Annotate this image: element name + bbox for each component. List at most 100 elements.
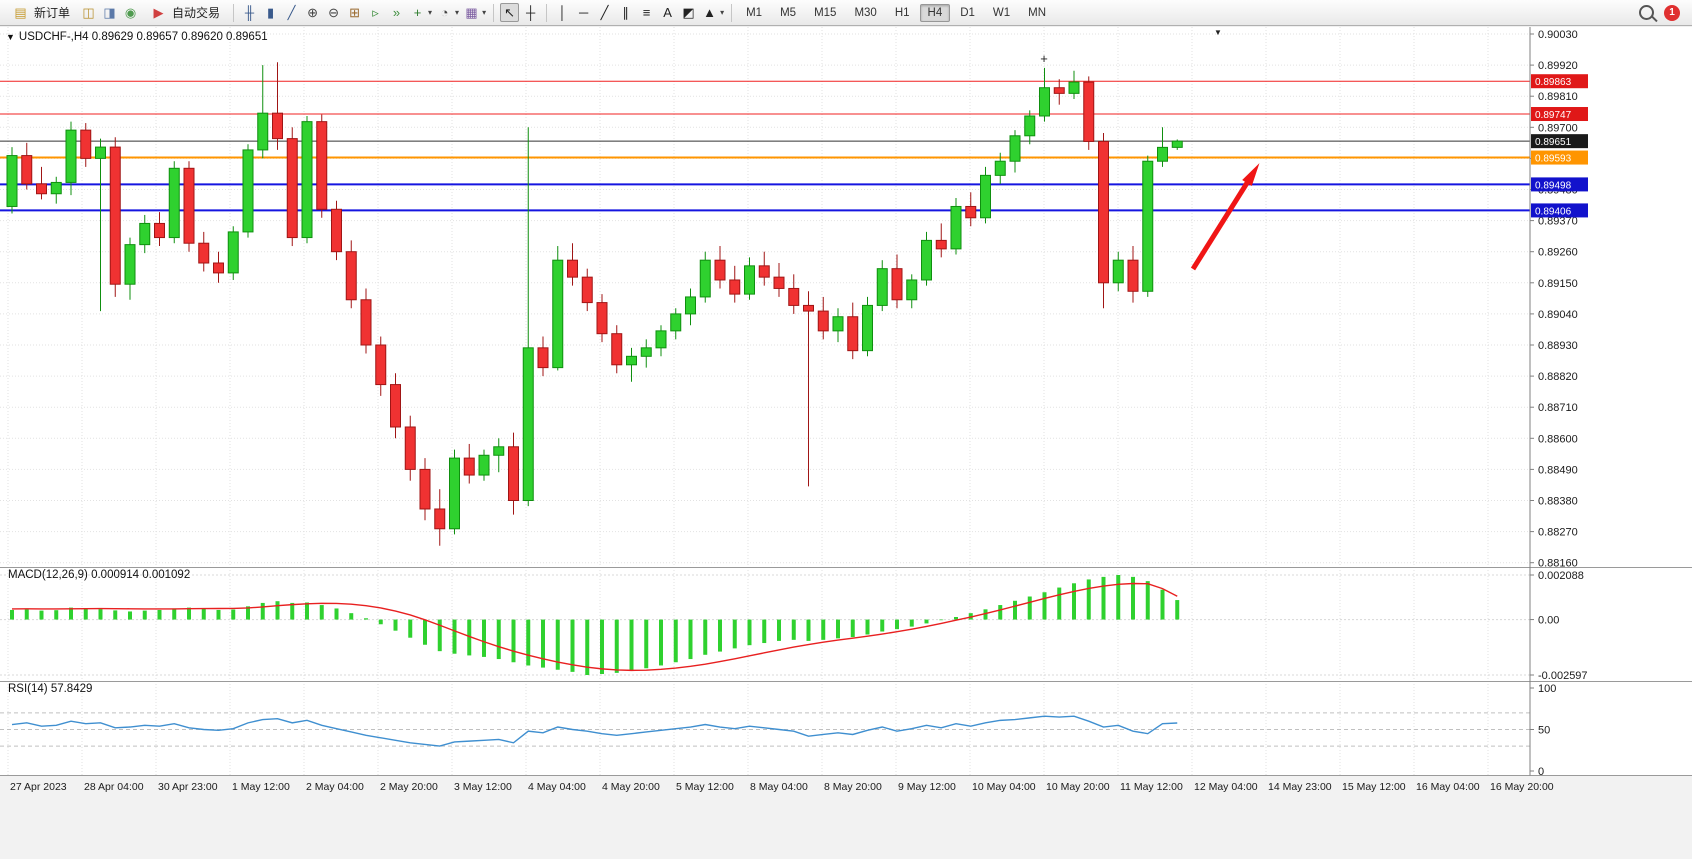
market-watch-icon[interactable]: ◨ [103, 5, 116, 20]
svg-text:0.89863: 0.89863 [1535, 77, 1572, 88]
svg-text:0.88820: 0.88820 [1538, 371, 1578, 383]
zoom-group: ⊕ ⊖ [303, 3, 343, 22]
svg-text:0: 0 [1538, 766, 1544, 778]
autotrade-label: 自动交易 [172, 6, 221, 20]
shapes-icon[interactable]: ▲ [703, 5, 717, 20]
svg-text:0.88600: 0.88600 [1538, 433, 1578, 445]
svg-text:0.88710: 0.88710 [1538, 402, 1578, 414]
svg-text:0.89498: 0.89498 [1535, 180, 1572, 191]
svg-text:11 May 12:00: 11 May 12:00 [1120, 781, 1183, 793]
toolbar-separator [546, 3, 548, 22]
svg-text:0.89810: 0.89810 [1538, 91, 1578, 103]
zoom-out-icon[interactable]: ⊖ [328, 5, 339, 20]
timeframe-button-m5[interactable]: M5 [780, 6, 797, 19]
svg-text:0.00: 0.00 [1538, 615, 1559, 627]
svg-text:16 May 04:00: 16 May 04:00 [1416, 781, 1480, 793]
svg-text:1 May 12:00: 1 May 12:00 [232, 781, 290, 793]
chart-title-text: USDCHF-,H4 0.89629 0.89657 0.89620 0.896… [18, 31, 268, 43]
svg-text:0.88380: 0.88380 [1538, 496, 1578, 508]
autotrade-button[interactable]: ▶ 自动交易 [142, 0, 227, 25]
svg-text:0.88490: 0.88490 [1538, 464, 1578, 476]
svg-text:0.89651: 0.89651 [1535, 137, 1572, 148]
symbol-dropdown-icon[interactable]: ▼ [6, 32, 15, 42]
chart-title: ▼ USDCHF-,H4 0.89629 0.89657 0.89620 0.89… [6, 31, 268, 43]
svg-text:14 May 23:00: 14 May 23:00 [1268, 781, 1332, 793]
templates-button[interactable]: ▦ [465, 5, 478, 20]
navigator-icon[interactable]: ◉ [124, 5, 137, 20]
periods-button[interactable]: ◔ [440, 5, 449, 20]
trendline-icon[interactable]: ╱ [600, 5, 609, 20]
window-group: ⊞ ▹ » [345, 3, 406, 22]
svg-text:0.89040: 0.89040 [1538, 309, 1578, 321]
chart-window[interactable]: 0.900300.899200.898100.897000.895900.894… [0, 27, 1692, 859]
zoom-in-icon[interactable]: ⊕ [307, 5, 318, 20]
timeframe-button-m1[interactable]: M1 [746, 6, 763, 19]
price-chart-svg[interactable]: 0.900300.899200.898100.897000.895900.894… [0, 27, 1692, 859]
charts-grid-icon[interactable]: ◫ [82, 5, 95, 20]
dropdown-group: + ▾ ◔ ▾ ▦ ▾ [408, 3, 487, 22]
chart-shift-icon[interactable]: ▹ [372, 5, 379, 20]
svg-text:28 Apr 04:00: 28 Apr 04:00 [84, 781, 144, 793]
timeframe-button-mn[interactable]: MN [1028, 6, 1047, 19]
text-icon[interactable]: A [663, 5, 672, 20]
timeframe-button-h1[interactable]: H1 [894, 6, 910, 19]
bar-chart-icon[interactable]: ╫ [244, 5, 255, 20]
horizontal-line-icon[interactable]: ─ [578, 5, 589, 20]
svg-text:30 Apr 23:00: 30 Apr 23:00 [158, 781, 218, 793]
auto-scroll-icon[interactable]: » [392, 5, 401, 20]
svg-text:0.89747: 0.89747 [1535, 110, 1572, 121]
channel-icon[interactable]: ∥ [622, 5, 629, 20]
timeframe-button-d1[interactable]: D1 [960, 6, 975, 19]
svg-text:0.89260: 0.89260 [1538, 247, 1578, 259]
macd-indicator-label: MACD(12,26,9) 0.000914 0.001092 [8, 569, 191, 581]
svg-text:0.88160: 0.88160 [1538, 558, 1578, 570]
toolbar-separator [233, 3, 235, 22]
svg-text:0.89920: 0.89920 [1538, 60, 1578, 72]
crosshair-icon[interactable]: ┼ [525, 5, 536, 20]
svg-text:+: + [1040, 51, 1048, 66]
timeframe-button-h4[interactable]: H4 [919, 3, 951, 22]
toolbar: ▤ 新订单 ◫ ◨ ◉ ▶ 自动交易 ╫ ▮ ╱ ⊕ ⊖ ⊞ ▹» + ▾ ◔ ▾ ▦ ▾ ↖ ┼ │ ─… [0, 0, 1692, 26]
svg-text:8 May 04:00: 8 May 04:00 [750, 781, 808, 793]
shapes-icon-caret[interactable]: ▾ [720, 8, 725, 17]
svg-text:2 May 04:00: 2 May 04:00 [306, 781, 364, 793]
svg-text:12 May 04:00: 12 May 04:00 [1194, 781, 1258, 793]
candlestick-chart-icon[interactable]: ▮ [266, 5, 275, 20]
drawing-tools-group: │ ─ ╱ ∥ ≡ A ◩ ▲ ▾ [553, 3, 725, 22]
svg-text:0.88930: 0.88930 [1538, 340, 1578, 352]
search-icon[interactable] [1639, 5, 1654, 20]
vertical-line-icon[interactable]: │ [558, 5, 567, 20]
svg-text:50: 50 [1538, 725, 1550, 737]
svg-text:0.89150: 0.89150 [1538, 278, 1578, 290]
cursor-icon[interactable]: ↖ [500, 3, 520, 22]
label-icon[interactable]: ◩ [682, 5, 695, 20]
toolbar-right-group: 1 [1639, 4, 1688, 21]
line-chart-icon[interactable]: ╱ [287, 5, 296, 20]
svg-text:10 May 20:00: 10 May 20:00 [1046, 781, 1110, 793]
indicators-button[interactable]: + [413, 5, 422, 20]
svg-text:0.89593: 0.89593 [1535, 154, 1572, 165]
tile-windows-icon[interactable]: ⊞ [349, 5, 360, 20]
workspace-icon-group: ◫ ◨ ◉ [79, 3, 140, 22]
svg-text:0.89406: 0.89406 [1535, 206, 1572, 217]
svg-text:27 Apr 2023: 27 Apr 2023 [10, 781, 67, 793]
chart-type-group: ╫ ▮ ╱ [240, 3, 301, 22]
notification-badge[interactable]: 1 [1664, 4, 1680, 21]
periods-button-caret[interactable]: ▾ [455, 8, 460, 17]
timeframe-button-m30[interactable]: M30 [854, 6, 877, 19]
templates-button-caret[interactable]: ▾ [482, 8, 487, 17]
indicators-button-caret[interactable]: ▾ [428, 8, 433, 17]
new-order-button[interactable]: ▤ 新订单 [4, 0, 77, 25]
timeframe-button-m15[interactable]: M15 [814, 6, 837, 19]
toolbar-separator [731, 3, 733, 22]
fibonacci-icon[interactable]: ≡ [642, 5, 651, 20]
svg-text:0.89700: 0.89700 [1538, 122, 1578, 134]
svg-text:10 May 04:00: 10 May 04:00 [972, 781, 1036, 793]
rsi-indicator-label: RSI(14) 57.8429 [8, 683, 93, 695]
timeframe-button-w1[interactable]: W1 [992, 6, 1011, 19]
new-order-label: 新订单 [34, 6, 71, 20]
svg-text:5 May 12:00: 5 May 12:00 [676, 781, 734, 793]
autotrade-icon: ▶ [153, 5, 164, 20]
svg-text:▼: ▼ [1214, 28, 1222, 37]
svg-text:-0.002597: -0.002597 [1538, 670, 1588, 682]
